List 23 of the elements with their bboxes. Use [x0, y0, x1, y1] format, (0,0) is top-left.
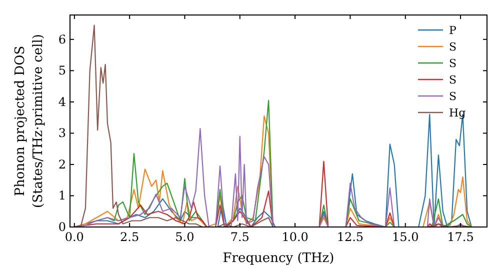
x-tick-label: 15.0: [392, 230, 419, 244]
x-axis-title: Frequency (THz): [222, 251, 334, 266]
x-tick-label: 12.5: [336, 230, 364, 244]
legend-label: S: [449, 57, 457, 70]
y-tick-label: 3: [58, 126, 66, 140]
legend-label: S: [449, 40, 457, 54]
y-tick-label: 6: [58, 32, 66, 46]
y-tick-label: 2: [58, 157, 66, 172]
legend-label: P: [449, 24, 457, 37]
x-tick-label: 5.0: [175, 230, 194, 244]
y-tick-label: 4: [58, 94, 66, 109]
x-tick-label: 0.0: [64, 230, 84, 244]
y-axis-title: Phonon projected DOS (States/THz·primitive cell): [13, 34, 46, 208]
legend-label: S: [449, 90, 457, 103]
y-tick-label: 1: [58, 188, 66, 203]
y-tick-label: 0: [58, 220, 66, 234]
legend-label: S: [449, 74, 457, 86]
x-tick-label: 17.5: [447, 230, 474, 244]
x-tick-label: 10.0: [282, 230, 308, 244]
x-tick-label: 7.5: [230, 230, 250, 244]
legend-label: Hg: [449, 106, 466, 120]
y-tick-label: 5: [58, 64, 66, 78]
x-tick-label: 2.5: [120, 230, 140, 244]
